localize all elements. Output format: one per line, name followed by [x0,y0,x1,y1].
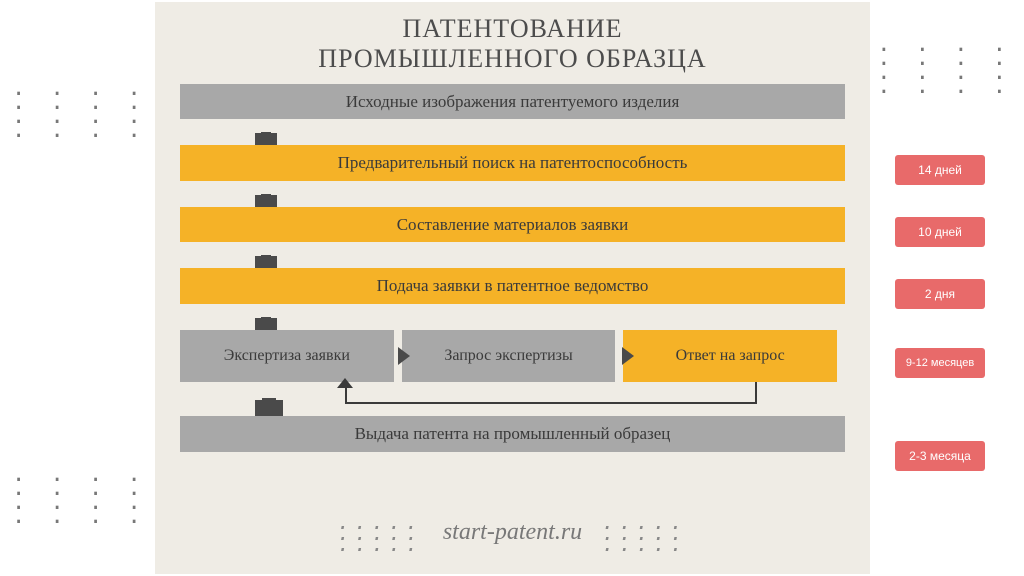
footer-url: start-patent.ru [443,519,582,545]
step-4-box: Подача заявки в патентное ведомство [180,268,845,304]
footer-dots-right: ..... ..... ..... [602,517,687,550]
arrow-5 [180,382,870,416]
arrow-5a-5b [398,347,410,365]
step-2-row: Предварительный поиск на патентоспособно… [180,145,845,181]
badge-4: 9-12 месяцев [895,348,985,378]
arrow-4 [180,304,870,330]
diagram-title: ПАТЕНТОВАНИЕ ПРОМЫШЛЕННОГО ОБРАЗЦА [155,14,870,74]
step-5-row: Экспертиза заявки Запрос экспертизы Отве… [180,330,845,382]
title-line2: ПРОМЫШЛЕННОГО ОБРАЗЦА [318,44,706,73]
badge-1: 14 дней [895,155,985,185]
step-5b-box: Запрос экспертизы [402,330,616,382]
badge-2: 10 дней [895,217,985,247]
step-5a-box: Экспертиза заявки [180,330,394,382]
step-3-row: Составление материалов заявки [180,207,845,243]
arrow-3 [180,242,870,268]
step-6-row: Выдача патента на промышленный образец [180,416,845,452]
feedback-arrowhead [337,378,353,388]
badge-5: 2-3 месяца [895,441,985,471]
arrow-2 [180,181,870,207]
title-line1: ПАТЕНТОВАНИЕ [402,14,622,43]
step-3-box: Составление материалов заявки [180,207,845,243]
arrow-1 [180,119,870,145]
step-1-box: Исходные изображения патентуемого издели… [180,84,845,120]
step-6-box: Выдача патента на промышленный образец [180,416,845,452]
footer: ..... ..... ..... start-patent.ru ..... … [155,517,870,550]
step-1-row: Исходные изображения патентуемого издели… [180,84,845,120]
step-5c-box: Ответ на запрос [623,330,837,382]
arrow-5b-5c [622,347,634,365]
step-4-row: Подача заявки в патентное ведомство [180,268,845,304]
badge-3: 2 дня [895,279,985,309]
diagram-canvas: ПАТЕНТОВАНИЕ ПРОМЫШЛЕННОГО ОБРАЗЦА Исход… [155,2,870,574]
flowchart: Исходные изображения патентуемого издели… [155,84,870,452]
step-2-box: Предварительный поиск на патентоспособно… [180,145,845,181]
footer-dots-left: ..... ..... ..... [338,517,423,550]
